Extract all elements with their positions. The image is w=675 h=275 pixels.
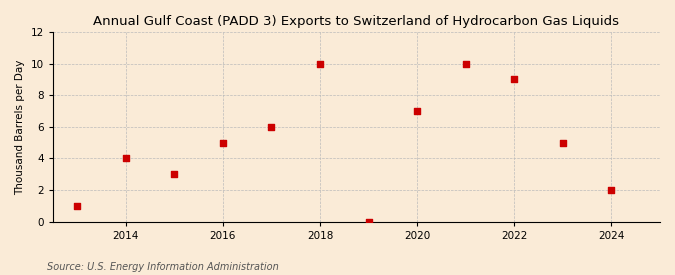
Point bbox=[266, 125, 277, 129]
Y-axis label: Thousand Barrels per Day: Thousand Barrels per Day bbox=[15, 59, 25, 194]
Point bbox=[558, 141, 568, 145]
Point bbox=[217, 141, 228, 145]
Title: Annual Gulf Coast (PADD 3) Exports to Switzerland of Hydrocarbon Gas Liquids: Annual Gulf Coast (PADD 3) Exports to Sw… bbox=[93, 15, 620, 28]
Point bbox=[509, 77, 520, 82]
Point bbox=[412, 109, 423, 113]
Point bbox=[460, 61, 471, 66]
Point bbox=[72, 204, 82, 208]
Point bbox=[120, 156, 131, 161]
Point bbox=[169, 172, 180, 177]
Point bbox=[315, 61, 325, 66]
Point bbox=[606, 188, 617, 192]
Text: Source: U.S. Energy Information Administration: Source: U.S. Energy Information Administ… bbox=[47, 262, 279, 272]
Point bbox=[363, 219, 374, 224]
